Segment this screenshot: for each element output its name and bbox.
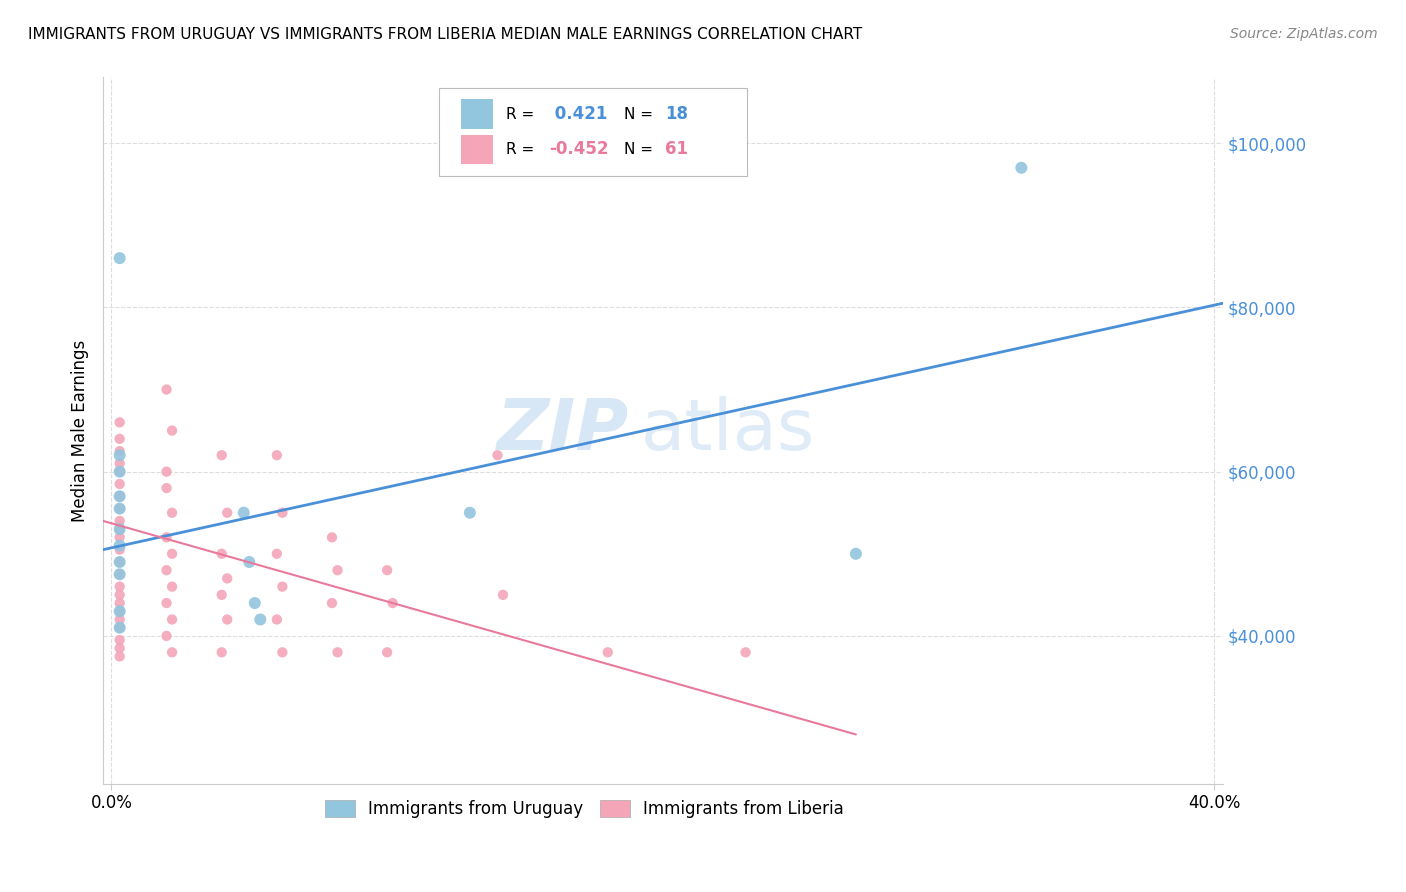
Point — [266, 612, 288, 626]
FancyBboxPatch shape — [439, 88, 747, 177]
Point — [108, 621, 131, 635]
Point — [486, 448, 509, 462]
Point — [217, 612, 239, 626]
FancyBboxPatch shape — [461, 135, 492, 164]
Point — [458, 506, 481, 520]
Point — [155, 530, 177, 544]
Point — [232, 506, 254, 520]
Point — [108, 501, 131, 516]
Point — [160, 424, 183, 438]
Point — [155, 481, 177, 495]
Point — [108, 465, 131, 479]
Y-axis label: Median Male Earnings: Median Male Earnings — [72, 340, 89, 522]
FancyBboxPatch shape — [461, 99, 492, 129]
Text: -0.452: -0.452 — [548, 140, 609, 159]
Point — [160, 612, 183, 626]
Point — [108, 489, 131, 503]
Point — [845, 547, 868, 561]
Point — [321, 530, 343, 544]
Point — [108, 649, 131, 664]
Point — [108, 530, 131, 544]
Point — [108, 501, 131, 516]
Text: R =: R = — [506, 142, 540, 157]
Point — [734, 645, 756, 659]
Point — [108, 633, 131, 648]
Point — [155, 383, 177, 397]
Point — [108, 604, 131, 618]
Point — [108, 251, 131, 265]
Point — [108, 555, 131, 569]
Point — [249, 612, 271, 626]
Text: R =: R = — [506, 107, 540, 121]
Point — [108, 444, 131, 458]
Point — [160, 580, 183, 594]
Point — [155, 596, 177, 610]
Point — [108, 580, 131, 594]
Point — [375, 645, 398, 659]
Point — [266, 448, 288, 462]
Point — [271, 645, 294, 659]
Point — [381, 596, 404, 610]
Point — [271, 580, 294, 594]
Point — [217, 506, 239, 520]
Point — [492, 588, 515, 602]
Text: 61: 61 — [665, 140, 688, 159]
Point — [108, 604, 131, 618]
Point — [108, 432, 131, 446]
Point — [108, 567, 131, 582]
Point — [155, 629, 177, 643]
Point — [108, 416, 131, 430]
Text: atlas: atlas — [641, 396, 815, 465]
Point — [271, 506, 294, 520]
Point — [160, 547, 183, 561]
Point — [211, 547, 233, 561]
Point — [108, 542, 131, 557]
Point — [108, 588, 131, 602]
Text: Source: ZipAtlas.com: Source: ZipAtlas.com — [1230, 27, 1378, 41]
Point — [1010, 161, 1032, 175]
Text: 18: 18 — [665, 105, 688, 123]
Point — [321, 596, 343, 610]
Point — [108, 489, 131, 503]
Point — [238, 555, 260, 569]
Text: 0.421: 0.421 — [548, 105, 607, 123]
Point — [160, 645, 183, 659]
Point — [326, 645, 349, 659]
Point — [243, 596, 266, 610]
Point — [375, 563, 398, 577]
Point — [266, 547, 288, 561]
Point — [211, 588, 233, 602]
Point — [108, 448, 131, 462]
Point — [108, 641, 131, 656]
Text: IMMIGRANTS FROM URUGUAY VS IMMIGRANTS FROM LIBERIA MEDIAN MALE EARNINGS CORRELAT: IMMIGRANTS FROM URUGUAY VS IMMIGRANTS FR… — [28, 27, 862, 42]
Point — [108, 465, 131, 479]
Point — [108, 567, 131, 582]
Point — [160, 506, 183, 520]
Point — [108, 539, 131, 553]
Point — [108, 477, 131, 491]
Point — [108, 621, 131, 635]
Text: ZIP: ZIP — [498, 396, 630, 465]
Point — [326, 563, 349, 577]
Point — [211, 448, 233, 462]
Point — [155, 563, 177, 577]
Point — [108, 555, 131, 569]
Point — [211, 645, 233, 659]
Point — [108, 522, 131, 536]
Text: N =: N = — [624, 107, 658, 121]
Point — [217, 571, 239, 585]
Point — [108, 514, 131, 528]
Point — [108, 612, 131, 626]
Point — [108, 596, 131, 610]
Text: N =: N = — [624, 142, 658, 157]
Legend: Immigrants from Uruguay, Immigrants from Liberia: Immigrants from Uruguay, Immigrants from… — [318, 793, 851, 825]
Point — [108, 522, 131, 536]
Point — [108, 457, 131, 471]
Point — [155, 465, 177, 479]
Point — [596, 645, 619, 659]
